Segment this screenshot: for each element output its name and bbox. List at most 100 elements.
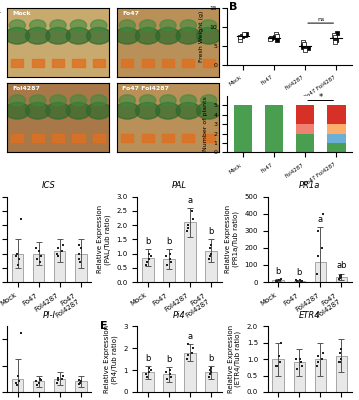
Bar [12, 254, 23, 282]
Point [55, 374, 61, 381]
Circle shape [156, 102, 180, 119]
Point [273, 278, 279, 284]
Bar [33, 382, 45, 392]
Point [38, 253, 44, 260]
Point [298, 278, 303, 284]
Bar [54, 379, 65, 392]
Text: a: a [187, 196, 192, 205]
Bar [202, 59, 215, 67]
Circle shape [115, 28, 140, 44]
Point [276, 277, 282, 283]
Point [184, 228, 190, 234]
Text: b: b [145, 354, 151, 363]
Bar [205, 372, 217, 392]
Circle shape [160, 95, 176, 106]
Point [316, 228, 321, 234]
Bar [121, 59, 134, 67]
Y-axis label: Relative Expression
(PR1a/Tub ratio): Relative Expression (PR1a/Tub ratio) [225, 205, 239, 274]
Circle shape [46, 102, 70, 119]
Point [163, 253, 169, 260]
Y-axis label: Fresh Weight (g): Fresh Weight (g) [199, 11, 204, 62]
Point [167, 250, 173, 257]
Title: PI-I: PI-I [43, 311, 56, 320]
Point [185, 222, 191, 228]
Point [16, 256, 22, 262]
Point [37, 376, 43, 382]
Bar [327, 143, 346, 152]
Point [316, 359, 321, 366]
Point [275, 362, 280, 369]
Bar [294, 362, 305, 392]
Bar [54, 251, 65, 282]
Point [34, 256, 39, 262]
Bar [32, 59, 44, 67]
Point [146, 369, 152, 376]
Point [15, 373, 21, 380]
Point [242, 32, 247, 38]
Bar [11, 134, 23, 142]
Bar [142, 372, 154, 392]
Point [314, 270, 320, 277]
Circle shape [50, 95, 66, 106]
Point [33, 245, 39, 251]
Bar [314, 359, 326, 392]
Point [320, 356, 325, 362]
Bar [327, 124, 346, 134]
Point [267, 36, 273, 42]
Circle shape [90, 20, 107, 31]
Point [239, 33, 245, 40]
Bar [314, 262, 326, 282]
Point [316, 353, 321, 359]
Y-axis label: Relative Expression
(ETR4/Tub ratio): Relative Expression (ETR4/Tub ratio) [228, 325, 241, 393]
Point [146, 256, 152, 262]
Point [55, 377, 61, 383]
Point [275, 33, 280, 40]
Point [76, 377, 82, 383]
Point [331, 32, 336, 38]
Bar [32, 134, 44, 142]
Point [320, 245, 325, 251]
Point [241, 30, 247, 37]
Circle shape [196, 28, 221, 44]
Point [37, 248, 42, 254]
Bar [336, 356, 347, 392]
Point [300, 43, 306, 50]
Point [336, 359, 342, 366]
Point [146, 250, 151, 257]
Text: ns: ns [317, 17, 324, 22]
Point [60, 373, 66, 380]
Point [164, 376, 170, 382]
Point [274, 37, 280, 43]
Circle shape [201, 20, 217, 31]
Text: b: b [208, 354, 214, 363]
Point [54, 250, 60, 257]
Point [54, 380, 60, 386]
Point [337, 273, 343, 279]
Point [33, 378, 39, 385]
Point [320, 210, 326, 217]
Point [38, 377, 44, 383]
Point [301, 41, 307, 47]
Point [168, 374, 174, 380]
Point [272, 34, 278, 41]
Circle shape [25, 102, 50, 119]
Bar [11, 59, 23, 67]
Text: E: E [100, 321, 107, 331]
Bar [272, 280, 284, 282]
Circle shape [156, 28, 180, 44]
Circle shape [196, 102, 221, 119]
Bar [52, 134, 64, 142]
Point [55, 253, 61, 260]
Point [76, 250, 82, 257]
Bar [296, 134, 314, 152]
Bar [296, 124, 314, 134]
Point [16, 378, 22, 385]
Point [190, 345, 196, 352]
Point [273, 31, 279, 38]
Point [59, 376, 65, 382]
Text: b: b [297, 268, 302, 276]
Bar [142, 258, 154, 282]
Point [302, 46, 308, 53]
Text: Fol4287: Fol4287 [12, 86, 40, 92]
Point [275, 278, 280, 284]
